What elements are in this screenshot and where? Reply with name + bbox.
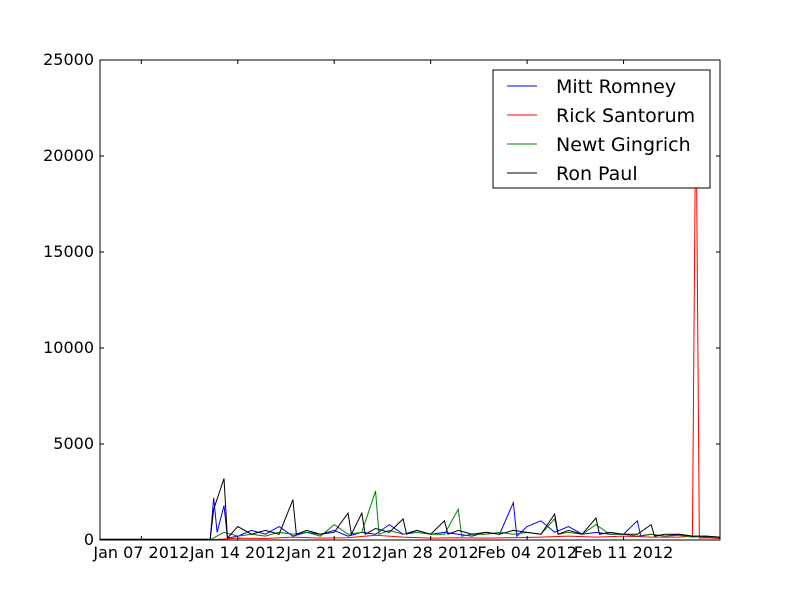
- x-tick-label: Feb 04 2012: [477, 543, 577, 562]
- y-tick-label: 5000: [53, 434, 94, 453]
- y-axis: 0 5000 10000 15000 20000 25000: [43, 50, 720, 549]
- series-line-3: [100, 478, 721, 540]
- plot-frame: [99, 59, 721, 541]
- y-tick-label: 15000: [43, 242, 94, 261]
- legend-label: Mitt Romney: [556, 76, 676, 98]
- x-tick-label: Jan 28 2012: [382, 543, 479, 562]
- legend-label: Rick Santorum: [556, 105, 695, 127]
- y-tick-label: 20000: [43, 146, 94, 165]
- x-tick-label: Jan 14 2012: [189, 543, 286, 562]
- x-tick-label: Feb 11 2012: [574, 543, 674, 562]
- x-tick-label: Jan 21 2012: [285, 543, 382, 562]
- legend: Mitt Romney Rick Santorum Newt Gingrich Ron…: [492, 69, 711, 189]
- x-axis: Jan 07 2012 Jan 14 2012 Jan 21 2012 Jan 28 …: [92, 60, 673, 562]
- x-tick-label: Jan 07 2012: [92, 543, 189, 562]
- legend-label: Ron Paul: [556, 163, 638, 185]
- legend-box: [492, 69, 711, 189]
- y-tick-label: 25000: [43, 50, 94, 69]
- series-layer: [100, 84, 721, 541]
- y-tick-label: 10000: [43, 338, 94, 357]
- legend-label: Newt Gingrich: [556, 134, 691, 156]
- y-tick-label: 0: [84, 530, 94, 549]
